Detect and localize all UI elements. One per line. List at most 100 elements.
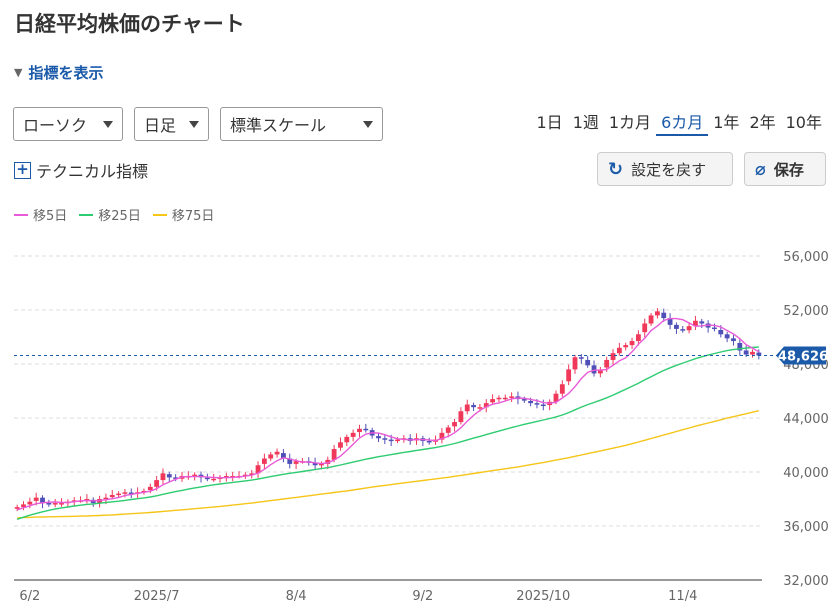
- y-tick-label: 44,000: [783, 412, 829, 427]
- candle-body: [344, 436, 350, 443]
- last-price-label: 48,626: [778, 350, 828, 365]
- candle-body: [509, 396, 515, 398]
- candle-body: [173, 477, 179, 479]
- reset-settings-button[interactable]: ↻ 設定を戻す: [597, 152, 733, 186]
- candle-body: [255, 465, 261, 474]
- show-indicators-label: 指標を表示: [28, 64, 104, 82]
- period-tab[interactable]: 1カ月: [608, 113, 652, 132]
- chart-type-select[interactable]: ローソク: [13, 107, 123, 141]
- candle-body: [756, 352, 762, 356]
- ma5-line: [16, 317, 760, 511]
- candle-body: [211, 478, 217, 481]
- candle-body: [648, 315, 654, 324]
- legend-swatch: [79, 213, 94, 216]
- legend-item: 移25日: [79, 205, 141, 224]
- candle-body: [616, 347, 622, 354]
- legend-label: 移75日: [171, 209, 215, 224]
- candle-body: [147, 486, 153, 491]
- candle-body: [382, 438, 388, 440]
- candle-body: [223, 476, 229, 478]
- candle-body: [280, 453, 286, 459]
- candle-body: [464, 404, 470, 412]
- y-tick-label: 40,000: [783, 466, 829, 481]
- candle-body: [553, 393, 559, 402]
- candle-body: [338, 442, 343, 448]
- plus-box-icon: +: [14, 161, 31, 179]
- reset-settings-label: 設定を戻す: [631, 160, 707, 179]
- candle-body: [445, 427, 451, 433]
- candle-body: [376, 436, 381, 439]
- technical-indicator-button[interactable]: + テクニカル指標: [14, 158, 148, 182]
- candle-body: [597, 369, 603, 374]
- candle-body: [109, 494, 115, 498]
- candle-body: [642, 323, 648, 333]
- y-tick-label: 52,000: [783, 304, 829, 319]
- candle-body: [293, 461, 299, 464]
- y-tick-label: 32,000: [783, 574, 829, 589]
- legend-item: 移5日: [14, 205, 67, 224]
- scale-select[interactable]: 標準スケール: [220, 107, 383, 141]
- period-tab[interactable]: 2年: [749, 113, 776, 132]
- candle-body: [268, 454, 274, 459]
- x-tick-label: 11/4: [668, 589, 697, 604]
- save-label: 保存: [773, 160, 804, 179]
- candle-body: [166, 474, 172, 478]
- candle-body: [667, 318, 673, 325]
- save-button[interactable]: ⌀ 保存: [744, 152, 826, 186]
- interval-value: 日足: [144, 116, 177, 135]
- page-title: 日経平均株価のチャート: [14, 12, 245, 36]
- candle-body: [559, 384, 565, 394]
- scale-value: 標準スケール: [230, 116, 327, 135]
- candle-body: [490, 399, 496, 403]
- candle-body: [540, 404, 546, 406]
- candle-body: [477, 407, 483, 409]
- candle-body: [585, 359, 591, 366]
- candle-body: [312, 462, 318, 466]
- technical-indicator-label: テクニカル指標: [36, 162, 149, 181]
- period-tab[interactable]: 10年: [785, 113, 822, 132]
- candle-body: [287, 458, 293, 464]
- candle-body: [325, 459, 331, 464]
- candle-body: [693, 320, 698, 327]
- candle-body: [750, 351, 755, 355]
- ma25-line: [16, 346, 759, 520]
- interval-select[interactable]: 日足: [134, 107, 209, 141]
- legend-label: 移25日: [98, 209, 141, 224]
- candle-body: [566, 369, 572, 382]
- paperclip-icon: ⌀: [755, 158, 766, 180]
- candle-body: [534, 403, 540, 405]
- chevron-down-icon: [363, 121, 373, 128]
- show-indicators-toggle[interactable]: ▼ 指標を表示: [14, 62, 103, 83]
- chevron-down-icon: [103, 121, 113, 128]
- candle-body: [724, 334, 730, 339]
- x-tick-label: 6/2: [19, 589, 40, 604]
- triangle-down-icon: ▼: [14, 66, 23, 79]
- candle-body: [699, 321, 705, 324]
- x-tick-label: 2025/7: [134, 589, 180, 604]
- candle-body: [261, 458, 267, 464]
- candle-body: [502, 397, 508, 400]
- candle-body: [388, 439, 394, 442]
- last-price-tag: [776, 346, 826, 365]
- candle-body: [654, 311, 660, 316]
- candle-body: [249, 473, 255, 475]
- candle-body: [14, 507, 20, 509]
- candle-body: [154, 480, 160, 487]
- candle-body: [528, 400, 534, 404]
- period-tab[interactable]: 1週: [572, 113, 599, 132]
- period-tab-active[interactable]: 6カ月: [656, 112, 709, 136]
- candle-body: [718, 329, 724, 335]
- chart-type-value: ローソク: [23, 116, 88, 135]
- price-chart[interactable]: 56,00052,00048,00044,00040,00036,00032,0…: [0, 230, 835, 610]
- candle-body: [629, 341, 635, 346]
- period-tab[interactable]: 1年: [713, 113, 740, 132]
- candle-body: [521, 399, 527, 401]
- candle-body: [496, 397, 502, 400]
- candle-body: [604, 359, 610, 368]
- candle-body: [116, 493, 122, 496]
- candle-body: [192, 474, 198, 477]
- candle-body: [160, 473, 166, 481]
- candle-body: [357, 428, 362, 433]
- period-tab[interactable]: 1日: [536, 113, 563, 132]
- candle-body: [743, 350, 749, 355]
